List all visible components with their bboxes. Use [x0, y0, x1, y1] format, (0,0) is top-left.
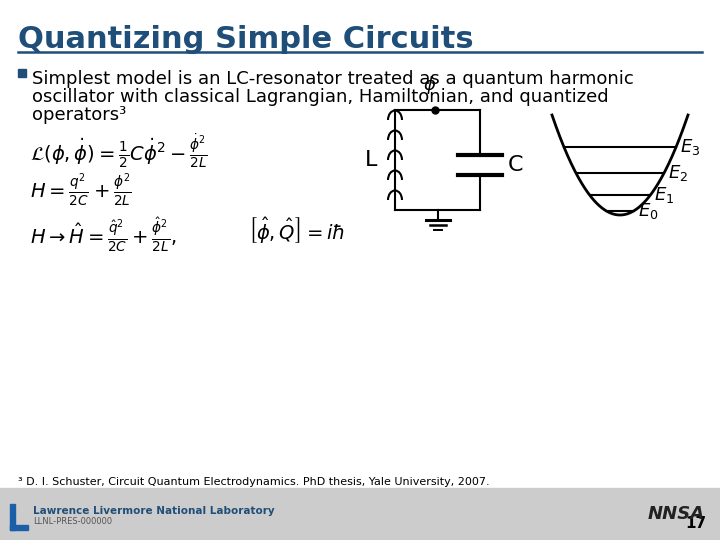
Text: $E_2$: $E_2$	[668, 163, 688, 183]
Text: $E_0$: $E_0$	[638, 201, 658, 221]
Text: LLNL-PRES-000000: LLNL-PRES-000000	[33, 517, 112, 526]
Text: operators³: operators³	[32, 106, 126, 124]
Text: $H \rightarrow \hat{H} = \frac{\hat{q}^2}{2C} + \frac{\hat{\phi}^2}{2L},$: $H \rightarrow \hat{H} = \frac{\hat{q}^2…	[30, 215, 176, 254]
Bar	[10, 504, 15, 530]
Text: $\phi$: $\phi$	[423, 74, 436, 96]
Text: ³ D. I. Schuster, Circuit Quantum Electrodynamics. PhD thesis, Yale University, : ³ D. I. Schuster, Circuit Quantum Electr…	[18, 477, 490, 487]
Text: C: C	[508, 155, 523, 175]
Text: L: L	[365, 150, 377, 170]
Text: 17: 17	[685, 516, 706, 531]
Text: $E_3$: $E_3$	[680, 137, 701, 157]
Bar	[0, 488, 720, 540]
Text: $E_1$: $E_1$	[654, 185, 675, 205]
Text: $\left[\hat{\phi},\hat{Q}\right] = i\hbar$: $\left[\hat{\phi},\hat{Q}\right] = i\hba…	[248, 215, 345, 245]
Text: Simplest model is an LC-resonator treated as a quantum harmonic: Simplest model is an LC-resonator treate…	[32, 70, 634, 88]
Bar	[18, 69, 26, 77]
Text: oscillator with classical Lagrangian, Hamiltonian, and quantized: oscillator with classical Lagrangian, Ha…	[32, 88, 608, 106]
Text: $\mathcal{L}(\phi,\dot{\phi}) = \frac{1}{2}C\dot{\phi}^2 - \frac{\dot{\phi}^2}{2: $\mathcal{L}(\phi,\dot{\phi}) = \frac{1}…	[30, 132, 207, 170]
Bar	[10, 525, 28, 530]
Text: NNSA: NNSA	[648, 505, 705, 523]
Text: Lawrence Livermore National Laboratory: Lawrence Livermore National Laboratory	[33, 506, 274, 516]
Text: $H = \frac{q^2}{2C} + \frac{\phi^2}{2L}$: $H = \frac{q^2}{2C} + \frac{\phi^2}{2L}$	[30, 172, 132, 209]
Text: Quantizing Simple Circuits: Quantizing Simple Circuits	[18, 25, 474, 54]
